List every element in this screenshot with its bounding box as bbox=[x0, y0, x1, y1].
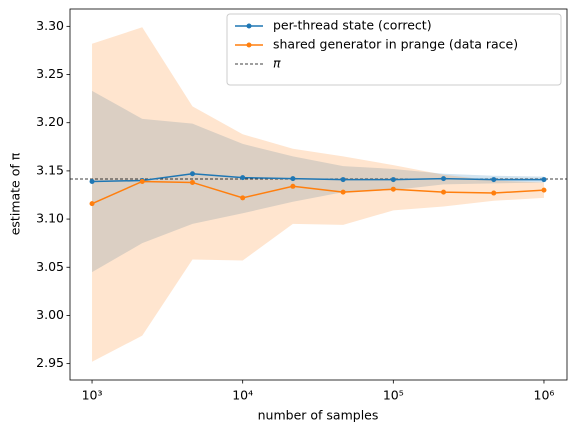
y-tick-label: 3.30 bbox=[36, 18, 64, 33]
legend-label: per-thread state (correct) bbox=[273, 18, 432, 33]
legend-label: π bbox=[273, 56, 281, 71]
y-tick-label: 3.20 bbox=[36, 114, 64, 129]
x-axis-label: number of samples bbox=[258, 408, 379, 423]
y-tick-label: 3.00 bbox=[36, 307, 64, 322]
y-tick-label: 2.95 bbox=[36, 355, 64, 370]
y-axis-label: estimate of π bbox=[8, 152, 23, 235]
point bbox=[491, 190, 497, 196]
y-tick-label: 3.15 bbox=[36, 162, 64, 177]
y-tick-label: 3.10 bbox=[36, 211, 64, 226]
confidence-band bbox=[92, 27, 544, 362]
point bbox=[139, 178, 145, 184]
series-line bbox=[92, 173, 544, 183]
point bbox=[189, 171, 195, 177]
x-tick-label: 10³ bbox=[82, 388, 103, 403]
point bbox=[189, 179, 195, 185]
series-line bbox=[91, 180, 545, 205]
x-tick-label: 10⁴ bbox=[232, 388, 253, 403]
point bbox=[491, 177, 497, 183]
confidence-band bbox=[92, 90, 544, 273]
y-tick-label: 3.05 bbox=[36, 259, 64, 274]
point bbox=[390, 177, 396, 183]
x-tick-label: 10⁶ bbox=[534, 388, 555, 403]
point bbox=[340, 189, 346, 195]
point bbox=[290, 176, 296, 182]
point bbox=[240, 195, 246, 201]
point bbox=[541, 187, 547, 193]
point bbox=[390, 186, 396, 192]
legend-box bbox=[226, 13, 562, 86]
point bbox=[441, 176, 447, 182]
plot-frame bbox=[69, 8, 568, 381]
legend-marker bbox=[246, 42, 252, 48]
point bbox=[240, 175, 246, 181]
x-tick-label: 10⁵ bbox=[383, 388, 404, 403]
point bbox=[290, 183, 296, 189]
point bbox=[441, 189, 447, 195]
legend-marker bbox=[246, 23, 252, 29]
point bbox=[89, 201, 95, 207]
point bbox=[541, 177, 547, 183]
point bbox=[89, 178, 95, 184]
legend: per-thread state (correct) shared generat… bbox=[226, 13, 562, 86]
legend-label: shared generator in prange (data race) bbox=[273, 37, 518, 52]
point bbox=[340, 177, 346, 183]
y-tick-label: 3.25 bbox=[36, 66, 64, 81]
